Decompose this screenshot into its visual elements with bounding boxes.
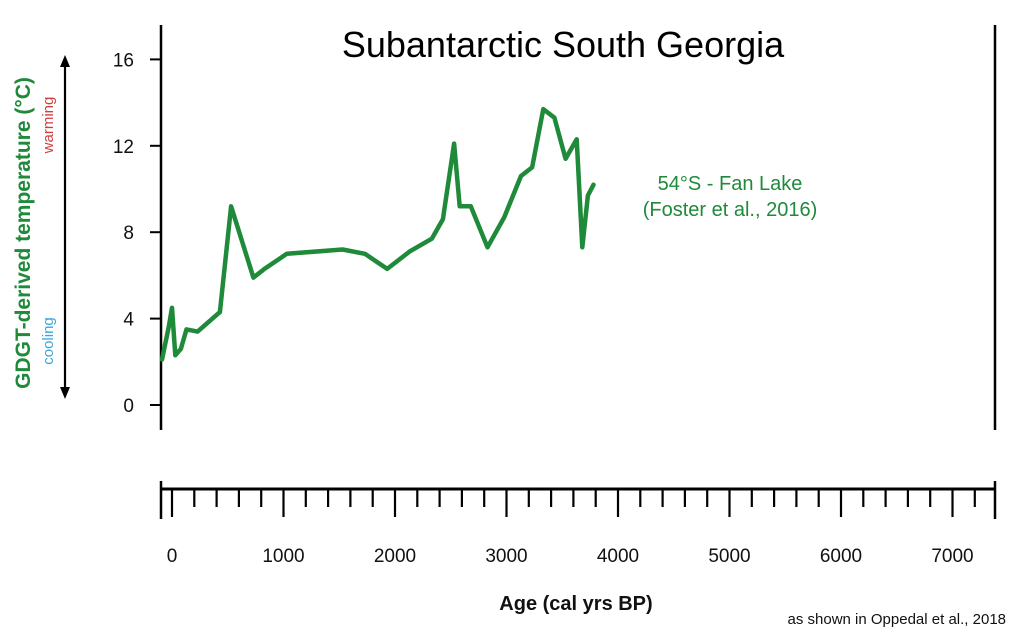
series-label-citation: (Foster et al., 2016) xyxy=(643,199,818,221)
series-line-fan-lake xyxy=(159,106,596,362)
y-tick-label: 0 xyxy=(123,396,134,417)
y-axis-label: GDGT-derived temperature (°C) xyxy=(12,77,35,389)
cooling-label: cooling xyxy=(40,317,57,365)
x-axis: 0 1000 2000 3000 4000 5000 6000 7000 xyxy=(159,481,997,567)
x-axis-label: Age (cal yrs BP) xyxy=(499,593,652,615)
x-tick-label: 1000 xyxy=(262,546,304,567)
warming-label: warming xyxy=(40,97,57,155)
x-tick-label: 3000 xyxy=(485,546,527,567)
x-tick-label: 4000 xyxy=(597,546,639,567)
chart-title: Subantarctic South Georgia xyxy=(342,24,785,65)
y-tick-label: 16 xyxy=(113,50,134,71)
y-tick-label: 4 xyxy=(123,310,134,331)
series-label: 54°S - Fan Lake xyxy=(658,173,803,195)
x-tick-label: 0 xyxy=(167,546,178,567)
x-tick-label: 2000 xyxy=(374,546,416,567)
credit-note: as shown in Oppedal et al., 2018 xyxy=(788,611,1006,628)
x-tick-label: 5000 xyxy=(708,546,750,567)
x-tick-label: 7000 xyxy=(931,546,973,567)
warming-cooling-arrow xyxy=(60,55,70,399)
y-axis: 0 4 8 12 16 xyxy=(113,50,161,417)
y-tick-label: 8 xyxy=(123,223,134,244)
y-tick-label: 12 xyxy=(113,137,134,158)
plot-frame xyxy=(159,25,997,430)
x-tick-label: 6000 xyxy=(820,546,862,567)
